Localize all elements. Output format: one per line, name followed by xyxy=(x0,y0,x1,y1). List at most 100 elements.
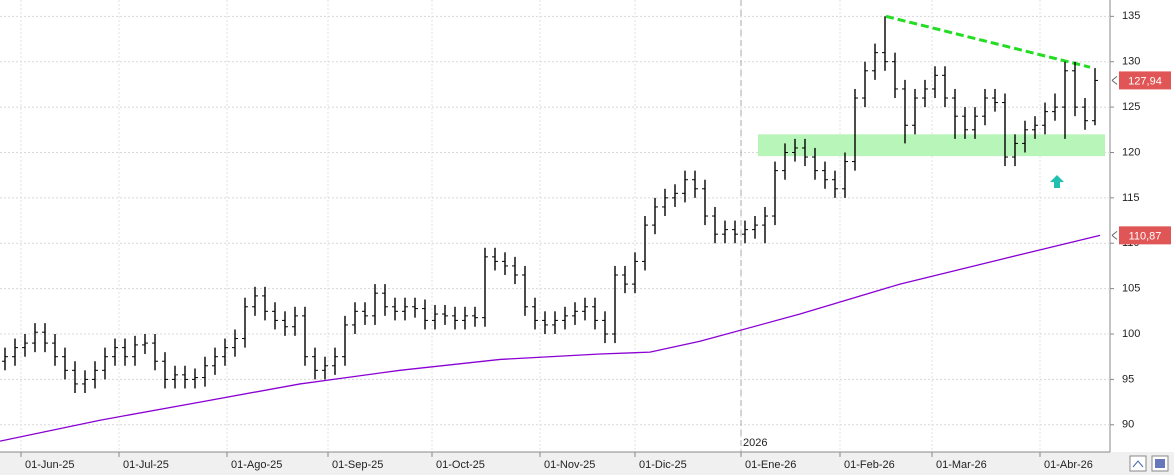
ohlc-bar xyxy=(12,338,18,366)
ohlc-bar xyxy=(1032,116,1038,139)
ohlc-bar xyxy=(842,152,848,198)
ohlc-bar xyxy=(702,179,708,226)
ohlc-bar xyxy=(452,306,458,330)
ohlc-bar xyxy=(492,247,498,271)
x-tick-label: 01-Dic-25 xyxy=(639,459,687,471)
ohlc-bar xyxy=(182,365,188,389)
ohlc-bar xyxy=(592,297,598,330)
y-tick-label: 120 xyxy=(1122,146,1140,158)
ohlc-bar xyxy=(332,347,338,375)
ohlc-bar xyxy=(142,334,148,354)
ohlc-bar xyxy=(572,302,578,325)
ohlc-bar xyxy=(292,306,298,336)
y-tick-label: 90 xyxy=(1122,419,1134,431)
ohlc-bar xyxy=(1062,61,1068,139)
ohlc-bar xyxy=(782,143,788,180)
trendline xyxy=(885,14,1091,69)
ohlc-bar xyxy=(742,220,748,244)
ohlc-bar xyxy=(762,206,768,244)
ohlc-bar xyxy=(472,306,478,327)
ohlc-bar xyxy=(1072,61,1078,117)
ohlc-bar xyxy=(42,323,48,353)
ohlc-bar xyxy=(422,299,428,330)
ohlc-bar xyxy=(352,302,358,335)
ohlc-bar xyxy=(92,361,98,389)
y-tick-label: 105 xyxy=(1122,283,1140,295)
ohlc-bar xyxy=(932,66,938,99)
price-tag-label: 127,94 xyxy=(1128,75,1162,87)
arrow-icon xyxy=(1050,175,1064,188)
zoom-button[interactable] xyxy=(1129,455,1147,472)
ohlc-bar xyxy=(952,88,958,139)
ohlc-bar xyxy=(272,302,278,330)
ohlc-bar xyxy=(212,347,218,375)
ohlc-bar xyxy=(622,265,628,294)
ohlc-bar xyxy=(362,302,368,325)
ohlc-bar xyxy=(682,170,688,203)
ohlc-bar xyxy=(672,184,678,207)
ohlc-bar xyxy=(172,365,178,389)
ohlc-bar xyxy=(342,315,348,366)
ohlc-bar xyxy=(1022,120,1028,153)
x-tick-label: 01-Nov-25 xyxy=(544,459,595,471)
moving-average xyxy=(0,234,1101,442)
ohlc-bar xyxy=(102,347,108,380)
ohlc-bar xyxy=(662,188,668,217)
ohlc-bar xyxy=(942,66,948,108)
ohlc-bar xyxy=(562,306,568,330)
y-tick-label: 135 xyxy=(1122,10,1140,22)
x-tick-label: 01-Mar-26 xyxy=(936,459,987,471)
ohlc-bar xyxy=(992,88,998,112)
ohlc-bar xyxy=(162,352,168,389)
ohlc-bar xyxy=(202,356,208,387)
ohlc-bar xyxy=(522,265,528,316)
x-tick-label: 01-Jun-25 xyxy=(25,459,75,471)
ohlc-bar xyxy=(502,252,508,276)
ohlc-bar xyxy=(872,43,878,80)
ohlc-bar xyxy=(812,147,818,180)
ohlc-bar xyxy=(252,286,258,316)
ohlc-bar xyxy=(612,265,618,344)
ohlc-bar xyxy=(752,216,758,239)
ohlc-bar xyxy=(532,297,538,330)
price-tag-pointer xyxy=(1111,230,1118,240)
ohlc-bar xyxy=(552,311,558,335)
ohlc-bar xyxy=(692,170,698,198)
x-tick-label: 01-Ago-25 xyxy=(231,459,282,471)
ohlc-bar xyxy=(222,338,228,366)
y-tick-label: 95 xyxy=(1122,373,1134,385)
ohlc-bar xyxy=(402,297,408,321)
ohlc-bar xyxy=(52,334,58,366)
y-tick-label: 130 xyxy=(1122,56,1140,68)
x-tick-label: 01-Jul-25 xyxy=(123,459,169,471)
ohlc-bar xyxy=(192,368,198,389)
ohlc-bar xyxy=(442,304,448,325)
x-tick-label: 01-Abr-26 xyxy=(1044,459,1093,471)
ohlc-bar xyxy=(82,370,88,394)
ohlc-bar xyxy=(862,61,868,108)
ohlc-bar xyxy=(822,161,828,189)
ohlc-bar xyxy=(2,347,8,371)
year-label: 2026 xyxy=(743,437,767,449)
ohlc-bar xyxy=(832,170,838,198)
ohlc-bar xyxy=(22,334,28,357)
ohlc-bar xyxy=(262,286,268,321)
ohlc-bar xyxy=(372,284,378,325)
ohlc-bar xyxy=(892,52,898,99)
ohlc-bar xyxy=(962,107,968,139)
ohlc-bar xyxy=(412,297,418,318)
ohlc-bar xyxy=(302,306,308,366)
price-tag-label: 110,87 xyxy=(1129,230,1162,242)
ohlc-bar xyxy=(32,323,38,353)
ohlc-bar xyxy=(582,297,588,321)
ohlc-bar xyxy=(1002,93,1008,167)
price-tag xyxy=(1119,71,1171,90)
save-icon xyxy=(1155,459,1165,468)
ohlc-bar xyxy=(392,297,398,321)
ohlc-bar xyxy=(972,107,978,139)
ohlc-bar xyxy=(1042,102,1048,135)
